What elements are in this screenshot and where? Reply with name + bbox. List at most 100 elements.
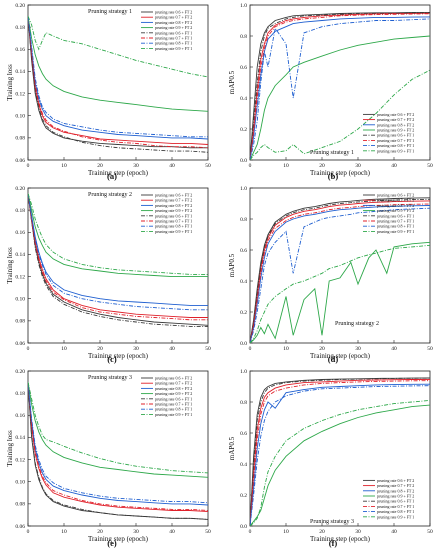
series-line-2 [28,193,208,318]
y-tick-label: 0.08 [15,502,25,508]
y-tick-label: 0.8 [240,400,247,406]
x-tick-label: 50 [427,529,433,535]
series-line-4 [250,404,430,526]
y-tick-label: 0.18 [15,391,25,397]
x-tick-label: 30 [355,163,361,169]
y-tick-label: 0.0 [240,524,247,530]
series-line-1 [28,16,208,149]
y-tick-label: 0.10 [15,114,25,120]
series-line-5 [28,382,208,520]
series-line-3 [250,16,430,160]
series-line-8 [250,244,430,343]
x-tick-label: 0 [249,529,252,535]
y-tick-label: 0.14 [15,252,25,258]
y-tick-label: 0.2 [240,127,247,133]
series-line-2 [250,12,430,160]
x-tick-label: 0 [249,346,252,352]
series-line-4 [250,35,430,160]
legend-entry-label: pruning rate 0.8 + FT 2 [377,203,414,208]
y-tick-label: 0.14 [15,435,25,441]
x-tick-label: 20 [97,529,103,535]
x-tick-label: 10 [283,163,289,169]
y-tick-label: 0.0 [240,158,247,164]
x-tick-label: 40 [391,346,397,352]
legend-entry-label: pruning rate 0.7 + FT 2 [377,117,414,122]
series-line-3 [28,382,208,506]
y-tick-label: 0.06 [15,341,25,347]
x-tick-label: 0 [27,346,30,352]
series-line-4 [28,193,208,278]
legend-entry-label: pruning rate 0.6 + FT 2 [377,193,414,198]
chart-panel-c: 0 10 20 30 40 50 0.06 0.08 0.10 0.12 0.14 0.16 0.18 0… [6,186,211,364]
legend-entry-label: pruning rate 0.6 + FT 2 [155,376,192,381]
y-tick-label: 0.6 [240,248,247,254]
series-line-8 [28,193,208,275]
series-line-6 [28,16,208,149]
panel-label: (e) [107,538,117,548]
x-tick-label: 30 [355,529,361,535]
y-tick-label: 0.06 [15,158,25,164]
x-axis-label: Training step (epoch) [88,535,149,543]
legend-entry-label: pruning rate 0.6 + FT 2 [155,193,192,198]
legend-entry-label: pruning rate 0.9 + FT 1 [377,229,414,234]
legend-entry-label: pruning rate 0.9 + FT 2 [377,494,414,499]
y-tick-label: 0.20 [15,369,25,375]
y-tick-label: 1.0 [240,369,247,375]
panel-label: (d) [328,354,339,364]
x-tick-label: 30 [133,163,139,169]
series-line-8 [28,15,208,78]
series-line-2 [250,378,430,526]
x-tick-label: 10 [61,346,67,352]
y-axis-label: mAP0.5 [228,70,236,94]
legend-entry-label: pruning rate 0.7 + FT 1 [377,138,414,143]
legend-entry-label: pruning rate 0.8 + FT 2 [377,488,414,493]
y-tick-label: 0.18 [15,25,25,31]
series-line-7 [250,385,430,526]
series-line-8 [250,69,430,160]
series-line-4 [250,241,430,343]
x-tick-label: 0 [27,163,30,169]
annotation-label: Pruning strategy 3 [88,375,132,381]
legend-entry-label: pruning rate 0.9 + FT 1 [377,148,414,153]
y-tick-label: 0.2 [240,493,247,499]
legend-entry-label: pruning rate 0.6 + FT 2 [155,10,192,15]
series-line-4 [28,16,208,112]
legend-entry-label: pruning rate 0.8 + FT 2 [377,122,414,127]
series-line-5 [28,193,208,327]
y-tick-label: 0.10 [15,480,25,486]
legend-entry-label: pruning rate 0.7 + FT 2 [155,381,192,386]
series-line-8 [28,382,208,474]
y-axis-label: Training loss [6,64,14,101]
series-line-3 [28,16,208,140]
legend-entry-label: pruning rate 0.8 + FT 2 [155,386,192,391]
series-line-7 [28,193,208,311]
series-line-6 [28,382,208,511]
x-tick-label: 40 [169,346,175,352]
panel-label: (c) [107,354,117,364]
legend-entry-label: pruning rate 0.6 + FT 1 [377,133,414,138]
x-tick-label: 10 [61,529,67,535]
panel-label: (f) [329,538,338,548]
x-tick-label: 50 [205,163,211,169]
y-tick-label: 0.4 [240,96,247,102]
series-line-7 [28,16,208,138]
legend-entry-label: pruning rate 0.6 + FT 2 [377,478,414,483]
legend-entry-label: pruning rate 0.9 + FT 1 [155,229,192,234]
annotation-label: Pruning strategy 1 [88,9,132,15]
x-tick-label: 30 [133,529,139,535]
legend-entry-label: pruning rate 0.7 + FT 2 [155,198,192,203]
x-tick-label: 10 [283,529,289,535]
legend-entry-label: pruning rate 0.9 + FT 1 [155,46,192,51]
legend-entry-label: pruning rate 0.8 + FT 2 [155,203,192,208]
legend-entry-label: pruning rate 0.9 + FT 1 [155,412,192,417]
x-axis-label: Training step (epoch) [310,535,371,543]
series-line-4 [28,382,208,478]
legend-entry-label: pruning rate 0.9 + FT 2 [155,391,192,396]
legend-entry-label: pruning rate 0.9 + FT 2 [377,208,414,213]
y-axis-label: Training loss [6,247,14,284]
x-tick-label: 30 [355,346,361,352]
x-tick-label: 20 [97,346,103,352]
